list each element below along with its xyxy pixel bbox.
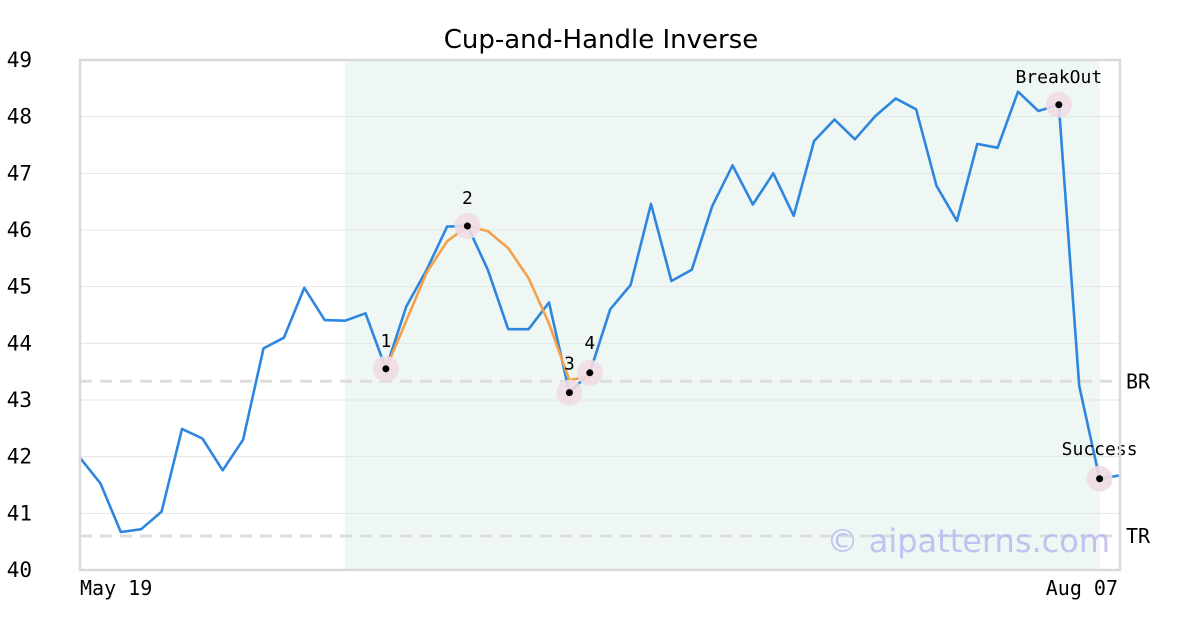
y-tick-label: 44 (7, 331, 32, 355)
y-tick-label: 40 (7, 558, 32, 582)
y-tick-label: 45 (7, 275, 32, 299)
x-axis-ticks: May 19 Aug 07 (80, 576, 1118, 600)
marker-dot-2 (463, 222, 471, 230)
y-tick-label: 48 (7, 105, 32, 129)
y-tick-label: 42 (7, 445, 32, 469)
x-tick-label-start: May 19 (80, 576, 152, 600)
annotation-label-3: 3 (564, 354, 575, 375)
level-labels: BR TR (1126, 369, 1151, 548)
price-line (78, 90, 1122, 534)
marker-dot-1 (382, 365, 390, 373)
y-axis-ticks: 40 41 42 43 44 45 46 47 48 49 (7, 48, 32, 582)
pattern-region (345, 60, 1100, 570)
marker-dot-breakout (1055, 101, 1063, 109)
level-label-br: BR (1126, 369, 1151, 393)
marker-dot-3 (565, 389, 573, 397)
y-tick-label: 46 (7, 218, 32, 242)
plot-frame (78, 58, 1122, 572)
series-lines (78, 90, 1122, 534)
annotation-label-1: 1 (380, 331, 391, 352)
annotation-label-breakout: BreakOut (1015, 67, 1102, 88)
y-tick-label: 49 (7, 48, 32, 72)
pattern-markers: 1 2 34 BreakOut Success (372, 67, 1138, 492)
marker-dot-4 (586, 369, 594, 377)
chart-title: Cup-and-Handle Inverse (444, 25, 759, 55)
x-tick-label-end: Aug 07 (1046, 576, 1118, 600)
watermark: © aipatterns.com (827, 522, 1110, 560)
gridlines (80, 116, 1120, 514)
marker-dot-success (1096, 475, 1104, 483)
annotation-label-success: Success (1062, 439, 1138, 460)
plot-border (78, 58, 1122, 572)
annotation-label-4: 4 (584, 333, 595, 354)
level-label-tr: TR (1126, 524, 1151, 548)
pattern-highlight-layer (345, 60, 1100, 570)
y-tick-label: 47 (7, 161, 32, 185)
level-lines (80, 379, 1120, 538)
y-tick-label: 41 (7, 501, 32, 525)
annotation-label-2: 2 (462, 188, 473, 209)
cup-fit-line (384, 224, 592, 382)
y-tick-label: 43 (7, 388, 32, 412)
